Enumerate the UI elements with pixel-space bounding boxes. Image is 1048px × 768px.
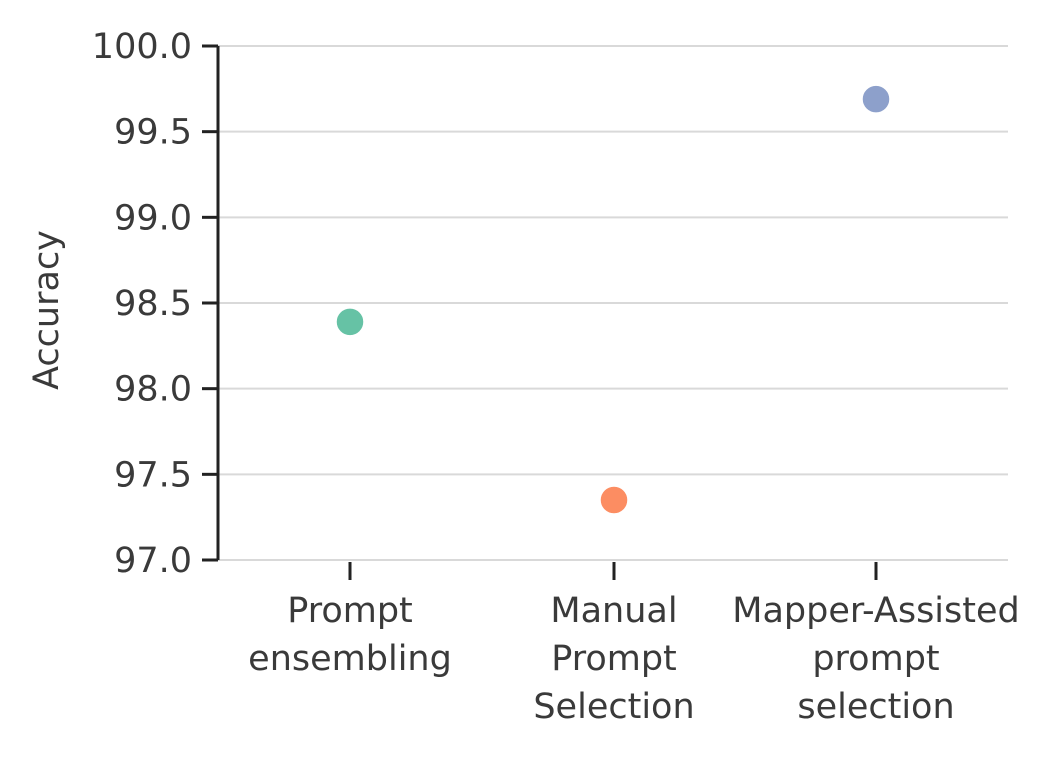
x-category-label-line: prompt [812, 639, 939, 679]
y-tick-label: 98.0 [114, 370, 192, 410]
x-category-label-line: Mapper-Assisted [732, 591, 1019, 631]
data-points [335, 84, 891, 515]
y-tick-label: 97.0 [114, 541, 192, 581]
x-category-label: Manual Prompt Selection [533, 591, 694, 727]
y-tick-label: 99.0 [114, 198, 192, 238]
y-tick-label: 99.5 [114, 113, 192, 153]
data-point [861, 84, 891, 114]
axes [202, 44, 878, 580]
x-category-label-line: Prompt [287, 591, 413, 631]
x-category-label: Prompt ensembling [248, 591, 452, 679]
y-tick-label: 97.5 [114, 455, 192, 495]
x-category-label-line: Selection [533, 687, 694, 727]
y-axis-label: Accuracy [27, 230, 67, 390]
data-point [599, 485, 629, 515]
x-category-label-line: Manual [550, 591, 677, 631]
x-category-label-line: Prompt [551, 639, 677, 679]
x-category-label-line: ensembling [248, 639, 452, 679]
y-tick-label: 100.0 [92, 27, 192, 67]
data-point [335, 307, 365, 337]
x-category-label: Mapper-Assisted prompt selection [732, 591, 1019, 727]
grid-lines [218, 45, 1008, 561]
y-tick-label: 98.5 [114, 284, 192, 324]
x-category-labels: Prompt ensembling Manual Prompt Selection Map… [248, 591, 1020, 727]
y-tick-labels: 97.0 97.5 98.0 98.5 99.0 99.5 100.0 [92, 27, 192, 581]
x-category-label-line: selection [797, 687, 954, 727]
